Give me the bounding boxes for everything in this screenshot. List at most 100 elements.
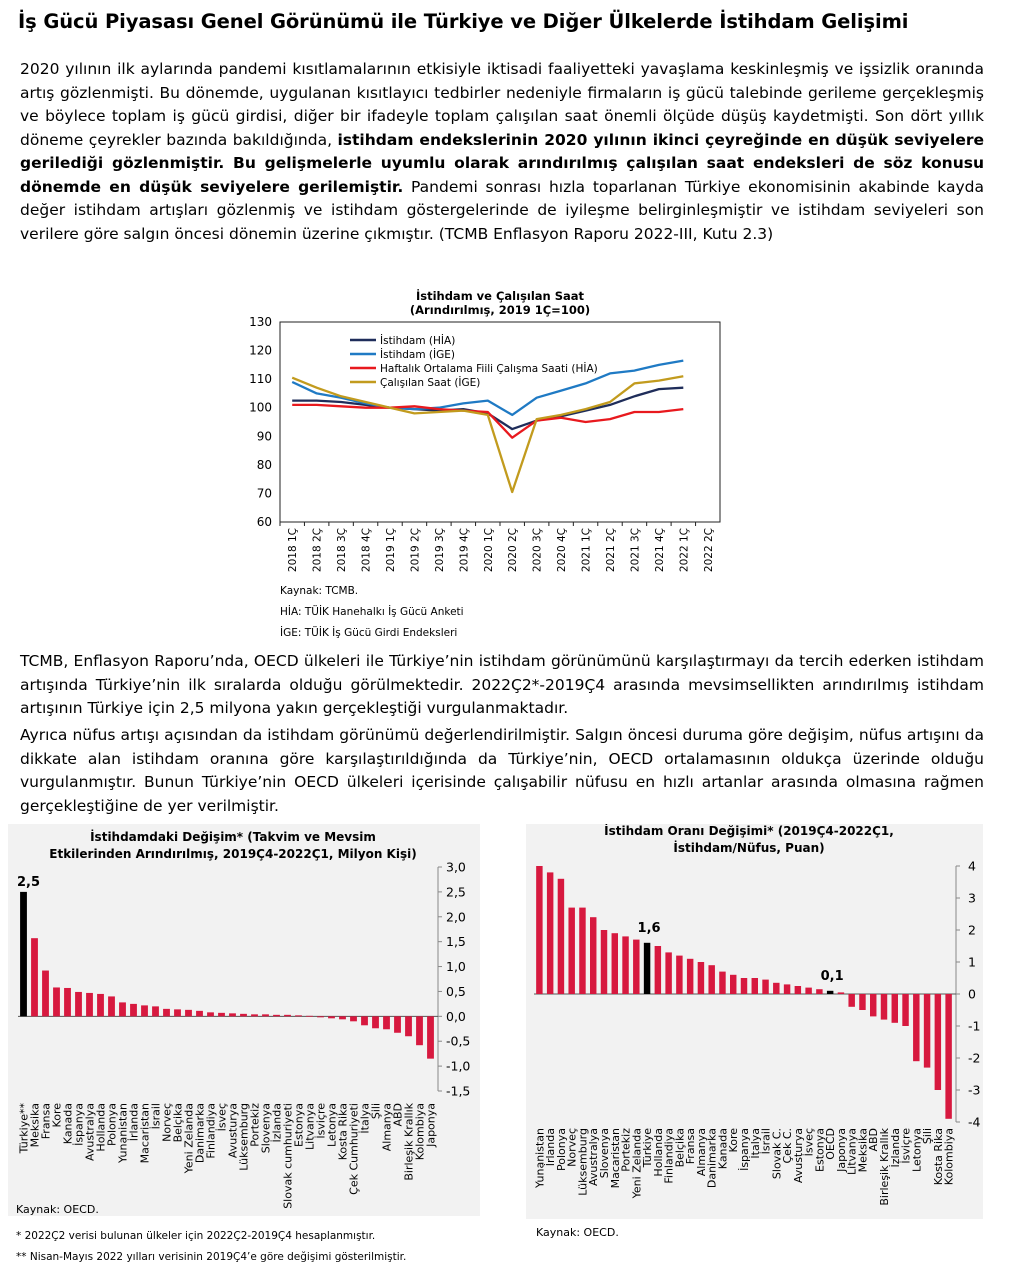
bar-chart-2-category: İsveç — [803, 1128, 816, 1156]
bar-chart-2-y-tick: -4 — [968, 1115, 981, 1130]
bar-chart-2-y-tick: -1 — [968, 1019, 980, 1034]
bar-chart-1-bar — [218, 1012, 225, 1017]
bar-chart-2-category: İrlanda — [544, 1128, 557, 1166]
bar-chart-1-category: Yeni Zelanda — [183, 1103, 196, 1174]
bar-chart-1-bar — [383, 1016, 390, 1030]
line-chart-x-tick: 2019 1Ç — [385, 528, 397, 572]
bar-chart-1-category: Macaristan — [139, 1103, 152, 1163]
line-series-4 — [291, 375, 684, 494]
bar-chart-1-bar — [229, 1013, 236, 1017]
bar-chart-2-y-tick: -2 — [968, 1051, 980, 1066]
bar-chart-2-bar — [686, 958, 694, 994]
bar-chart-2-category: ABD — [867, 1128, 880, 1152]
bar-chart-2-category: İspanya — [738, 1128, 751, 1171]
bar-chart-2-category: Hollanda — [652, 1128, 665, 1177]
bar-chart-1-bar — [317, 1016, 324, 1018]
bar-chart-1-bar — [64, 987, 71, 1017]
line-chart-x-tick: 2022 2Ç — [703, 528, 715, 572]
bar-chart-2-bar — [859, 994, 866, 1010]
bar-chart-2-category: Slovak C. — [770, 1128, 783, 1179]
bar-chart-1-bar — [295, 1015, 302, 1017]
bar-chart-1-bar — [251, 1014, 258, 1017]
line-chart-x-tick: 2018 2Ç — [312, 528, 324, 572]
bar-chart-1-category: Meksika — [29, 1103, 42, 1147]
line-chart-y-tick: 80 — [257, 458, 272, 472]
bar-chart-1-y-tick: 1,5 — [446, 934, 466, 949]
bar-chart-1-category: İtalya — [359, 1103, 372, 1134]
bar-chart-2-category: İsviçre — [900, 1128, 913, 1164]
legend-label-2: İstihdam (İGE) — [380, 348, 455, 361]
bar-chart-2-category: Belçika — [673, 1128, 686, 1167]
bar-chart-2-bar — [902, 994, 909, 1026]
line-chart-subtitle: (Arındırılmış, 2019 1Ç=100) — [410, 303, 590, 317]
bar-chart-1-bar — [86, 992, 93, 1017]
bar-chart-1-bar — [108, 996, 115, 1017]
employment-change-bar-chart: İstihdamdaki Değişim* (Takvim ve Mevsim E… — [8, 824, 480, 1263]
page-title: İş Gücü Piyasası Genel Görünümü ile Türk… — [18, 10, 909, 33]
line-chart-y-tick: 100 — [249, 401, 272, 415]
bar-chart-2-bar — [794, 986, 802, 994]
line-chart-x-tick: 2020 2Ç — [507, 528, 519, 572]
bar-chart-1-y-tick: 0,5 — [446, 984, 466, 999]
line-chart-x-tick: 2021 4Ç — [654, 528, 666, 572]
bar-chart-1-bar — [339, 1016, 346, 1020]
bar-chart-1-bar — [372, 1016, 379, 1029]
bar-chart-1-category: İspanya — [73, 1103, 86, 1146]
line-chart-y-tick: 90 — [257, 429, 272, 443]
bar-chart-1-category: Avustralya — [84, 1103, 97, 1161]
bar-chart-2-bar — [536, 866, 543, 994]
line-chart-x-tick: 2021 1Ç — [581, 528, 593, 572]
bar-chart-1-category: Finlandiya — [205, 1103, 218, 1159]
bar-chart-1-bar — [174, 1009, 181, 1017]
bar-chart-2-category: Estonya — [813, 1128, 826, 1172]
bar-chart-2-y-tick: 0 — [968, 987, 976, 1002]
bar-chart-2-y-tick: 1 — [968, 955, 976, 970]
bar-chart-2-bar — [611, 933, 618, 994]
bar-chart-1-category: Belçika — [172, 1103, 185, 1142]
bar-chart-2-bar — [934, 994, 942, 1090]
bar-chart-1-y-tick: 3,0 — [446, 860, 466, 875]
bar-chart-1-note: ** Nisan-Mayıs 2022 yılları verisinin 20… — [16, 1251, 406, 1263]
bar-chart-1-category: Kore — [51, 1103, 64, 1128]
bar-chart-1-bar — [361, 1016, 368, 1026]
bar-chart-1-bar — [350, 1016, 357, 1022]
bar-chart-1-category: Avusturya — [227, 1103, 240, 1158]
bar-chart-2-title-line2: İstihdam/Nüfus, Puan) — [673, 840, 824, 855]
bar-chart-1-y-tick: -0,5 — [446, 1034, 470, 1049]
line-chart-x-tick: 2019 3Ç — [434, 528, 446, 572]
bar-chart-1-category: Lüksemburg — [238, 1103, 251, 1171]
bar-chart-2-bar — [557, 878, 565, 994]
bar-chart-2-bar — [546, 872, 554, 994]
line-chart-note: Kaynak: TCMB. — [280, 585, 358, 597]
bar-chart-1-bar — [185, 1009, 192, 1017]
bar-chart-2-category: İzlanda — [889, 1128, 902, 1168]
employment-hours-line-chart: İstihdam ve Çalışılan Saat(Arındırılmış,… — [249, 288, 721, 639]
bar-chart-2-category: Birleşik Krallık — [878, 1127, 891, 1205]
bar-chart-2-bar — [654, 946, 662, 994]
bar-chart-1-bar — [416, 1016, 423, 1046]
legend-label-4: Çalışılan Saat (İGE) — [380, 376, 480, 389]
bar-chart-2-category: Fransa — [684, 1128, 697, 1164]
bar-chart-1-bar — [240, 1013, 247, 1017]
line-chart-x-tick: 2019 2Ç — [409, 528, 421, 572]
bar-chart-2-bar — [579, 907, 586, 994]
bar-chart-1-category: Çek Cumhuriyeti — [348, 1103, 361, 1195]
legend-label-1: İstihdam (HİA) — [380, 334, 455, 347]
bar-chart-1-title-line1: İstihdamdaki Değişim* (Takvim ve Mevsim — [90, 829, 376, 844]
bar-chart-1-category: Litvanya — [304, 1103, 317, 1150]
bar-chart-2-bar — [751, 978, 758, 994]
bar-chart-1-y-tick: 1,0 — [446, 959, 466, 974]
bar-chart-2-bar — [783, 984, 791, 994]
bar-chart-2-bar — [923, 994, 931, 1068]
bar-chart-2-category: Kanada — [716, 1128, 729, 1169]
bar-chart-1-highlight-label: 2,5 — [17, 875, 40, 890]
bar-chart-1-title-line2: Etkilerinden Arındırılmış, 2019Ç4-2022Ç1… — [49, 847, 416, 861]
bar-chart-1-bar — [97, 993, 104, 1017]
bar-chart-1-bar — [306, 1015, 313, 1017]
bar-chart-2-category: Portekiz — [620, 1128, 633, 1172]
bar-chart-2-highlight-label: 0,1 — [821, 969, 844, 984]
bar-chart-2-bar — [730, 974, 737, 994]
bar-chart-1-bar — [31, 938, 38, 1017]
bar-chart-1-category: Danimarka — [194, 1103, 207, 1163]
bar-chart-1-bar — [152, 1006, 159, 1017]
